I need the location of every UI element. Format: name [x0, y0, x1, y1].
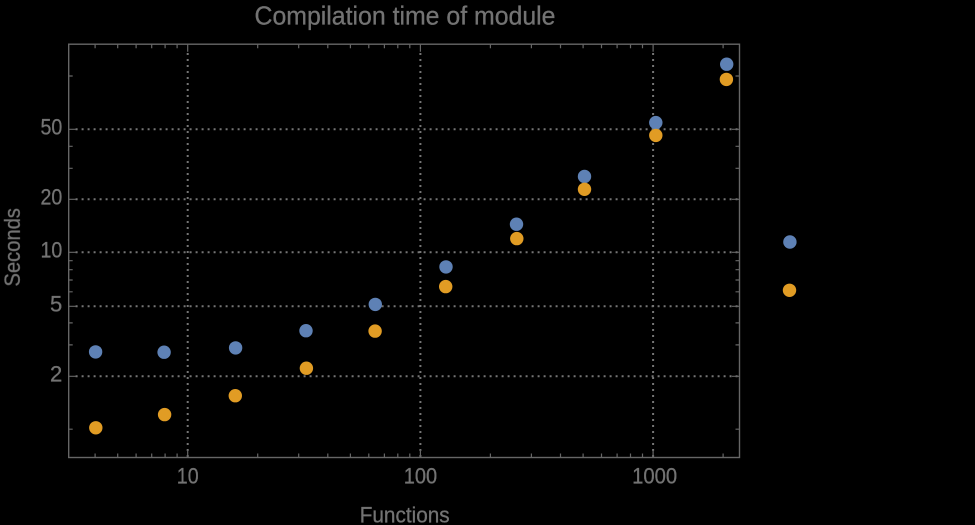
svg-text:1000: 1000: [632, 464, 677, 489]
svg-text:10: 10: [177, 464, 199, 489]
svg-text:Compilation time of module: Compilation time of module: [255, 1, 556, 31]
svg-text:20: 20: [41, 185, 63, 210]
svg-text:50: 50: [41, 115, 63, 140]
svg-text:5: 5: [50, 292, 62, 317]
svg-text:Seconds: Seconds: [0, 208, 25, 286]
svg-text:100: 100: [404, 464, 437, 489]
svg-text:10: 10: [41, 238, 63, 263]
svg-text:Functions: Functions: [360, 503, 450, 525]
svg-text:2: 2: [50, 362, 62, 387]
